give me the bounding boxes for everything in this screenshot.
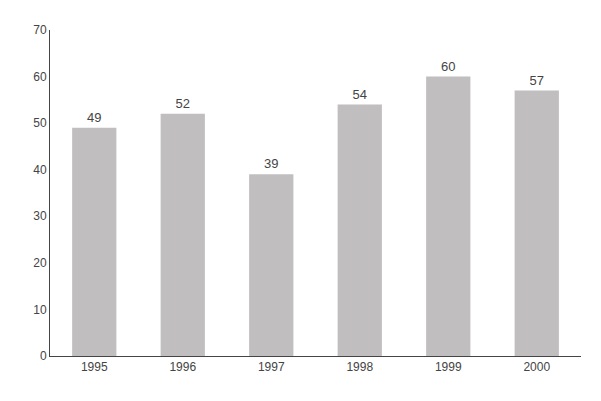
svg-text:52: 52 <box>176 96 190 111</box>
svg-text:1997: 1997 <box>258 360 285 374</box>
svg-text:70: 70 <box>33 23 47 37</box>
svg-text:2000: 2000 <box>523 360 550 374</box>
svg-text:54: 54 <box>353 87 367 102</box>
svg-text:57: 57 <box>530 73 544 88</box>
svg-text:30: 30 <box>33 209 47 223</box>
svg-text:1999: 1999 <box>435 360 462 374</box>
svg-text:60: 60 <box>33 70 47 84</box>
svg-text:20: 20 <box>33 256 47 270</box>
svg-text:40: 40 <box>33 163 47 177</box>
svg-text:39: 39 <box>264 156 278 171</box>
svg-text:0: 0 <box>40 349 47 363</box>
svg-text:50: 50 <box>33 116 47 130</box>
svg-text:10: 10 <box>33 303 47 317</box>
svg-text:1998: 1998 <box>346 360 373 374</box>
svg-text:49: 49 <box>87 110 101 125</box>
svg-text:1996: 1996 <box>169 360 196 374</box>
svg-text:1995: 1995 <box>81 360 108 374</box>
svg-text:60: 60 <box>441 59 455 74</box>
